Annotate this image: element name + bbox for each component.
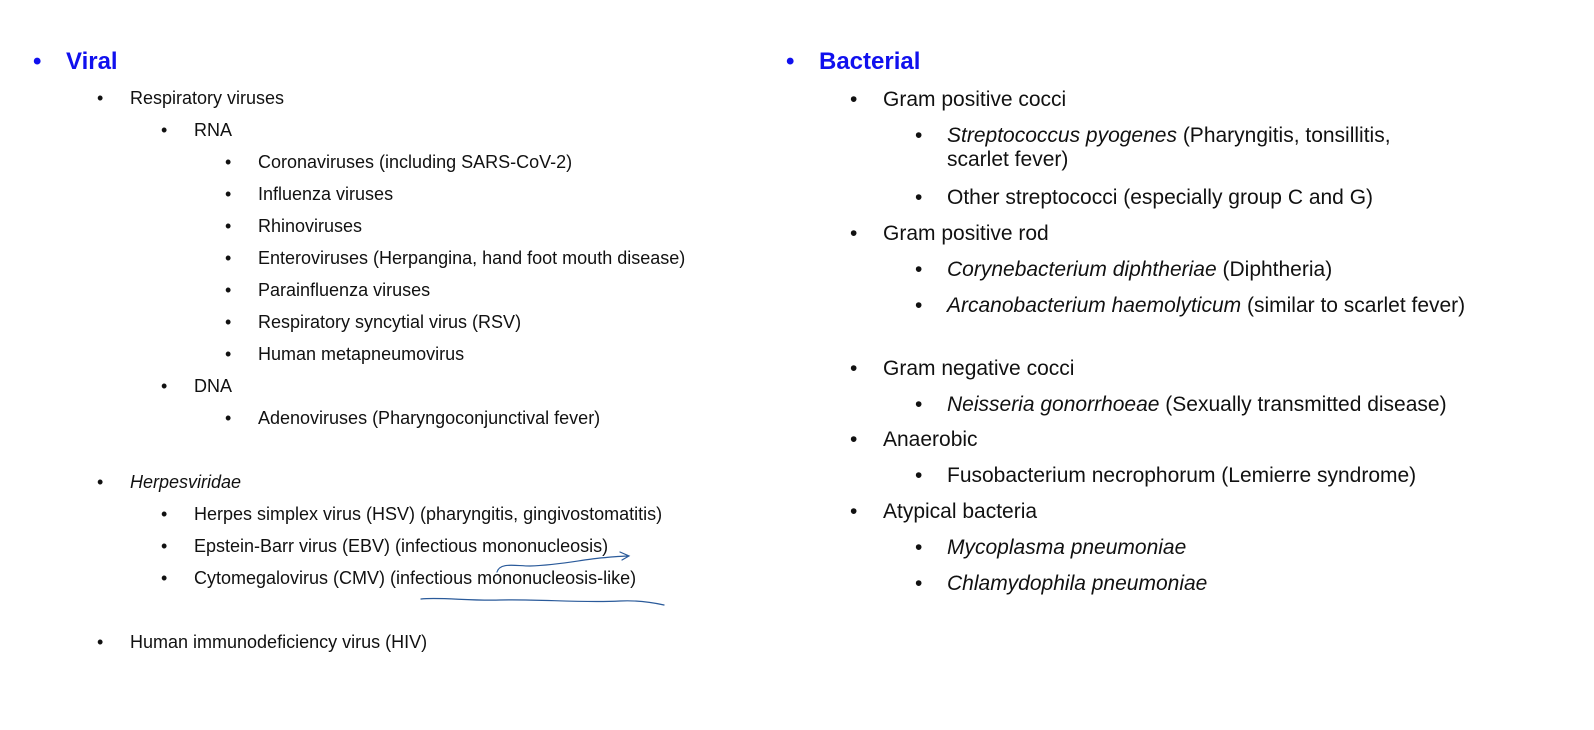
bullet: • <box>786 48 795 75</box>
list-item-text: Anaerobic <box>883 428 978 451</box>
viral-heading: Viral <box>66 48 118 75</box>
description: (Sexually transmitted disease) <box>1159 393 1447 416</box>
bullet: • <box>97 472 104 492</box>
description: (similar to scarlet fever) <box>1241 294 1466 317</box>
list-item-text: Gram positive cocci <box>883 88 1067 111</box>
list-item-text: Human immunodeficiency virus (HIV) <box>130 632 428 652</box>
list-item-text: Streptococcus pyogenes (Pharyngitis, ton… <box>947 124 1447 172</box>
list-item-text: Mycoplasma pneumoniae <box>947 536 1187 559</box>
bullet: • <box>161 120 168 140</box>
list-item-text: Fusobacterium necrophorum (Lemierre synd… <box>947 464 1417 487</box>
list-item-text: Herpesviridae <box>130 472 242 492</box>
list-item-text: Gram positive rod <box>883 222 1049 245</box>
species-name: Arcanobacterium haemolyticum <box>947 294 1242 317</box>
bullet: • <box>850 88 858 111</box>
list-item-text: Chlamydophila pneumoniae <box>947 572 1208 595</box>
description: (Diphtheria) <box>1216 258 1333 281</box>
bullet: • <box>850 222 858 245</box>
list-item-text: Cytomegalovirus (CMV) (infectious mononu… <box>194 568 637 588</box>
list-item-text: RNA <box>194 120 233 140</box>
bacterial-heading: Bacterial <box>819 48 921 75</box>
bullet: • <box>915 258 923 281</box>
bullet: • <box>915 124 923 147</box>
list-item-text: Coronaviruses (including SARS-CoV-2) <box>258 152 573 172</box>
bullet: • <box>915 536 923 559</box>
list-item-text: Adenoviruses (Pharyngoconjunctival fever… <box>258 408 601 428</box>
bullet: • <box>915 572 923 595</box>
bullet: • <box>225 248 232 268</box>
bullet: • <box>225 152 232 172</box>
bullet: • <box>97 632 104 652</box>
list-item-text: Respiratory syncytial virus (RSV) <box>258 312 522 332</box>
bullet: • <box>161 536 168 556</box>
bullet: • <box>225 344 232 364</box>
bullet: • <box>225 408 232 428</box>
bullet: • <box>33 48 42 75</box>
description: (Pharyngitis, tonsillitis, scarlet fever… <box>947 124 1391 172</box>
list-item-text: Enteroviruses (Herpangina, hand foot mou… <box>258 248 686 268</box>
list-item-text: Corynebacterium diphtheriae (Diphtheria) <box>947 258 1332 282</box>
species-name: Neisseria gonorrhoeae <box>947 393 1160 416</box>
bullet: • <box>225 184 232 204</box>
bullet: • <box>915 186 923 209</box>
list-item-text: Rhinoviruses <box>258 216 363 236</box>
species-name: Corynebacterium diphtheriae <box>947 258 1217 281</box>
bullet: • <box>850 357 858 380</box>
bullet: • <box>915 393 923 416</box>
species-name: Streptococcus pyogenes <box>947 124 1177 147</box>
bullet: • <box>915 464 923 487</box>
list-item-text: DNA <box>194 376 233 396</box>
list-item-text: Neisseria gonorrhoeae (Sexually transmit… <box>947 393 1447 417</box>
bullet: • <box>225 312 232 332</box>
bullet: • <box>225 280 232 300</box>
list-item-text: Influenza viruses <box>258 184 394 204</box>
list-item-text: Atypical bacteria <box>883 500 1038 523</box>
list-item-text: Arcanobacterium haemolyticum (similar to… <box>947 294 1487 318</box>
bullet: • <box>915 294 923 317</box>
bullet: • <box>850 428 858 451</box>
bullet: • <box>161 568 168 588</box>
ink-stroke-lower <box>420 597 665 606</box>
list-item-text: Respiratory viruses <box>130 88 285 108</box>
bullet: • <box>161 376 168 396</box>
bullet: • <box>161 504 168 524</box>
bullet: • <box>850 500 858 523</box>
bullet: • <box>97 88 104 108</box>
list-item-text: Herpes simplex virus (HSV) (pharyngitis,… <box>194 504 663 524</box>
list-item-text: Human metapneumovirus <box>258 344 465 364</box>
list-item-text: Other streptococci (especially group C a… <box>947 186 1374 209</box>
list-item-text: Epstein-Barr virus (EBV) (infectious mon… <box>194 536 609 556</box>
bullet: • <box>225 216 232 236</box>
list-item-text: Gram negative cocci <box>883 357 1075 380</box>
list-item-text: Parainfluenza viruses <box>258 280 431 300</box>
